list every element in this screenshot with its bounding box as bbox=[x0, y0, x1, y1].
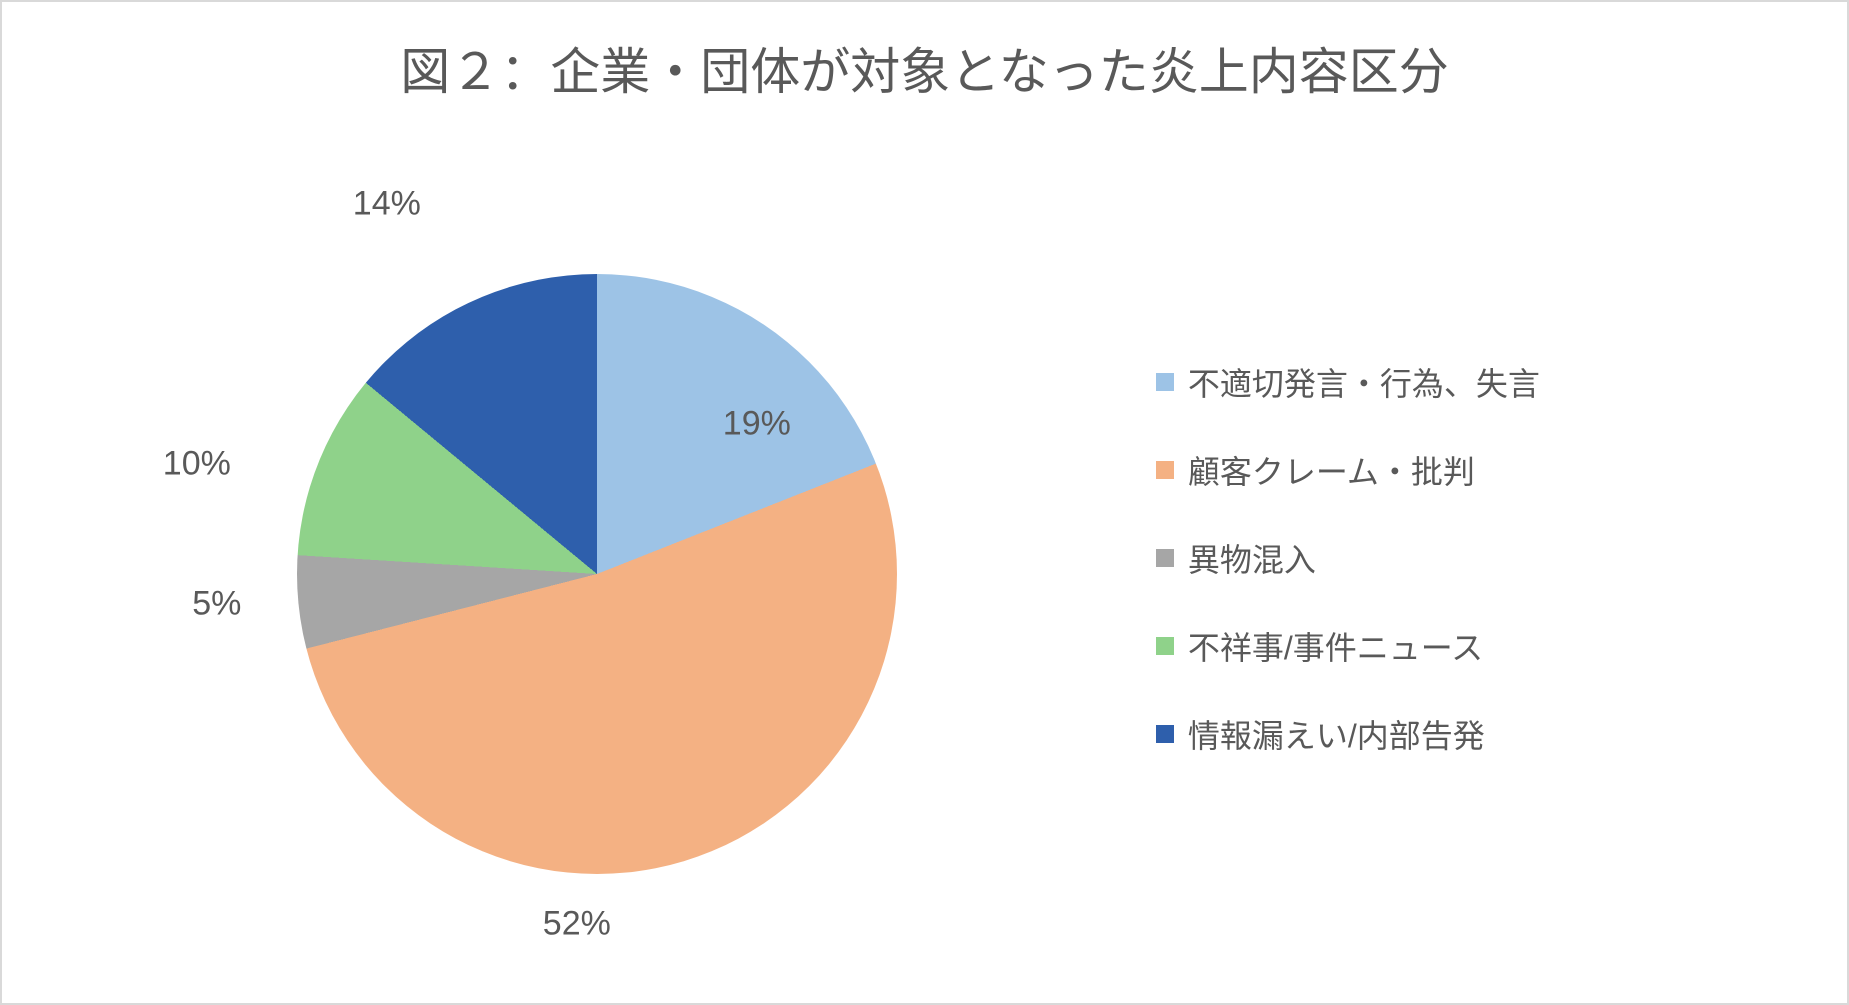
legend-label: 顧客クレーム・批判 bbox=[1188, 447, 1475, 493]
pie bbox=[297, 274, 897, 874]
pie-data-label: 5% bbox=[192, 584, 241, 623]
pie-data-label: 14% bbox=[353, 184, 421, 223]
pie-data-label: 52% bbox=[543, 904, 611, 943]
legend-swatch bbox=[1156, 637, 1174, 655]
legend-swatch bbox=[1156, 549, 1174, 567]
legend-item: 顧客クレーム・批判 bbox=[1156, 447, 1847, 493]
legend-item: 不祥事/事件ニュース bbox=[1156, 623, 1847, 669]
chart-frame: 図２：企業・団体が対象となった炎上内容区分 19% 52% 5% 10% 14% 不適切… bbox=[0, 0, 1849, 1005]
legend-swatch bbox=[1156, 461, 1174, 479]
legend-swatch bbox=[1156, 725, 1174, 743]
pie-data-label: 19% bbox=[723, 404, 791, 443]
legend-item: 不適切発言・行為、失言 bbox=[1156, 359, 1847, 405]
legend-label: 不適切発言・行為、失言 bbox=[1188, 359, 1540, 405]
legend-label: 不祥事/事件ニュース bbox=[1188, 623, 1483, 669]
legend-label: 情報漏えい/内部告発 bbox=[1188, 711, 1485, 757]
pie-data-label: 10% bbox=[163, 444, 231, 483]
chart-title: 図２：企業・団体が対象となった炎上内容区分 bbox=[42, 32, 1807, 104]
legend-swatch bbox=[1156, 373, 1174, 391]
chart-body: 19%52%5%10%14% 不適切発言・行為、失言顧客クレーム・批判異物混入不… bbox=[2, 152, 1847, 963]
legend: 不適切発言・行為、失言顧客クレーム・批判異物混入不祥事/事件ニュース情報漏えい/… bbox=[1146, 359, 1847, 757]
legend-label: 異物混入 bbox=[1188, 535, 1316, 581]
legend-item: 情報漏えい/内部告発 bbox=[1156, 711, 1847, 757]
pie-chart-area: 19% 52% 5% 10% 14% bbox=[2, 152, 1146, 963]
legend-item: 異物混入 bbox=[1156, 535, 1847, 581]
